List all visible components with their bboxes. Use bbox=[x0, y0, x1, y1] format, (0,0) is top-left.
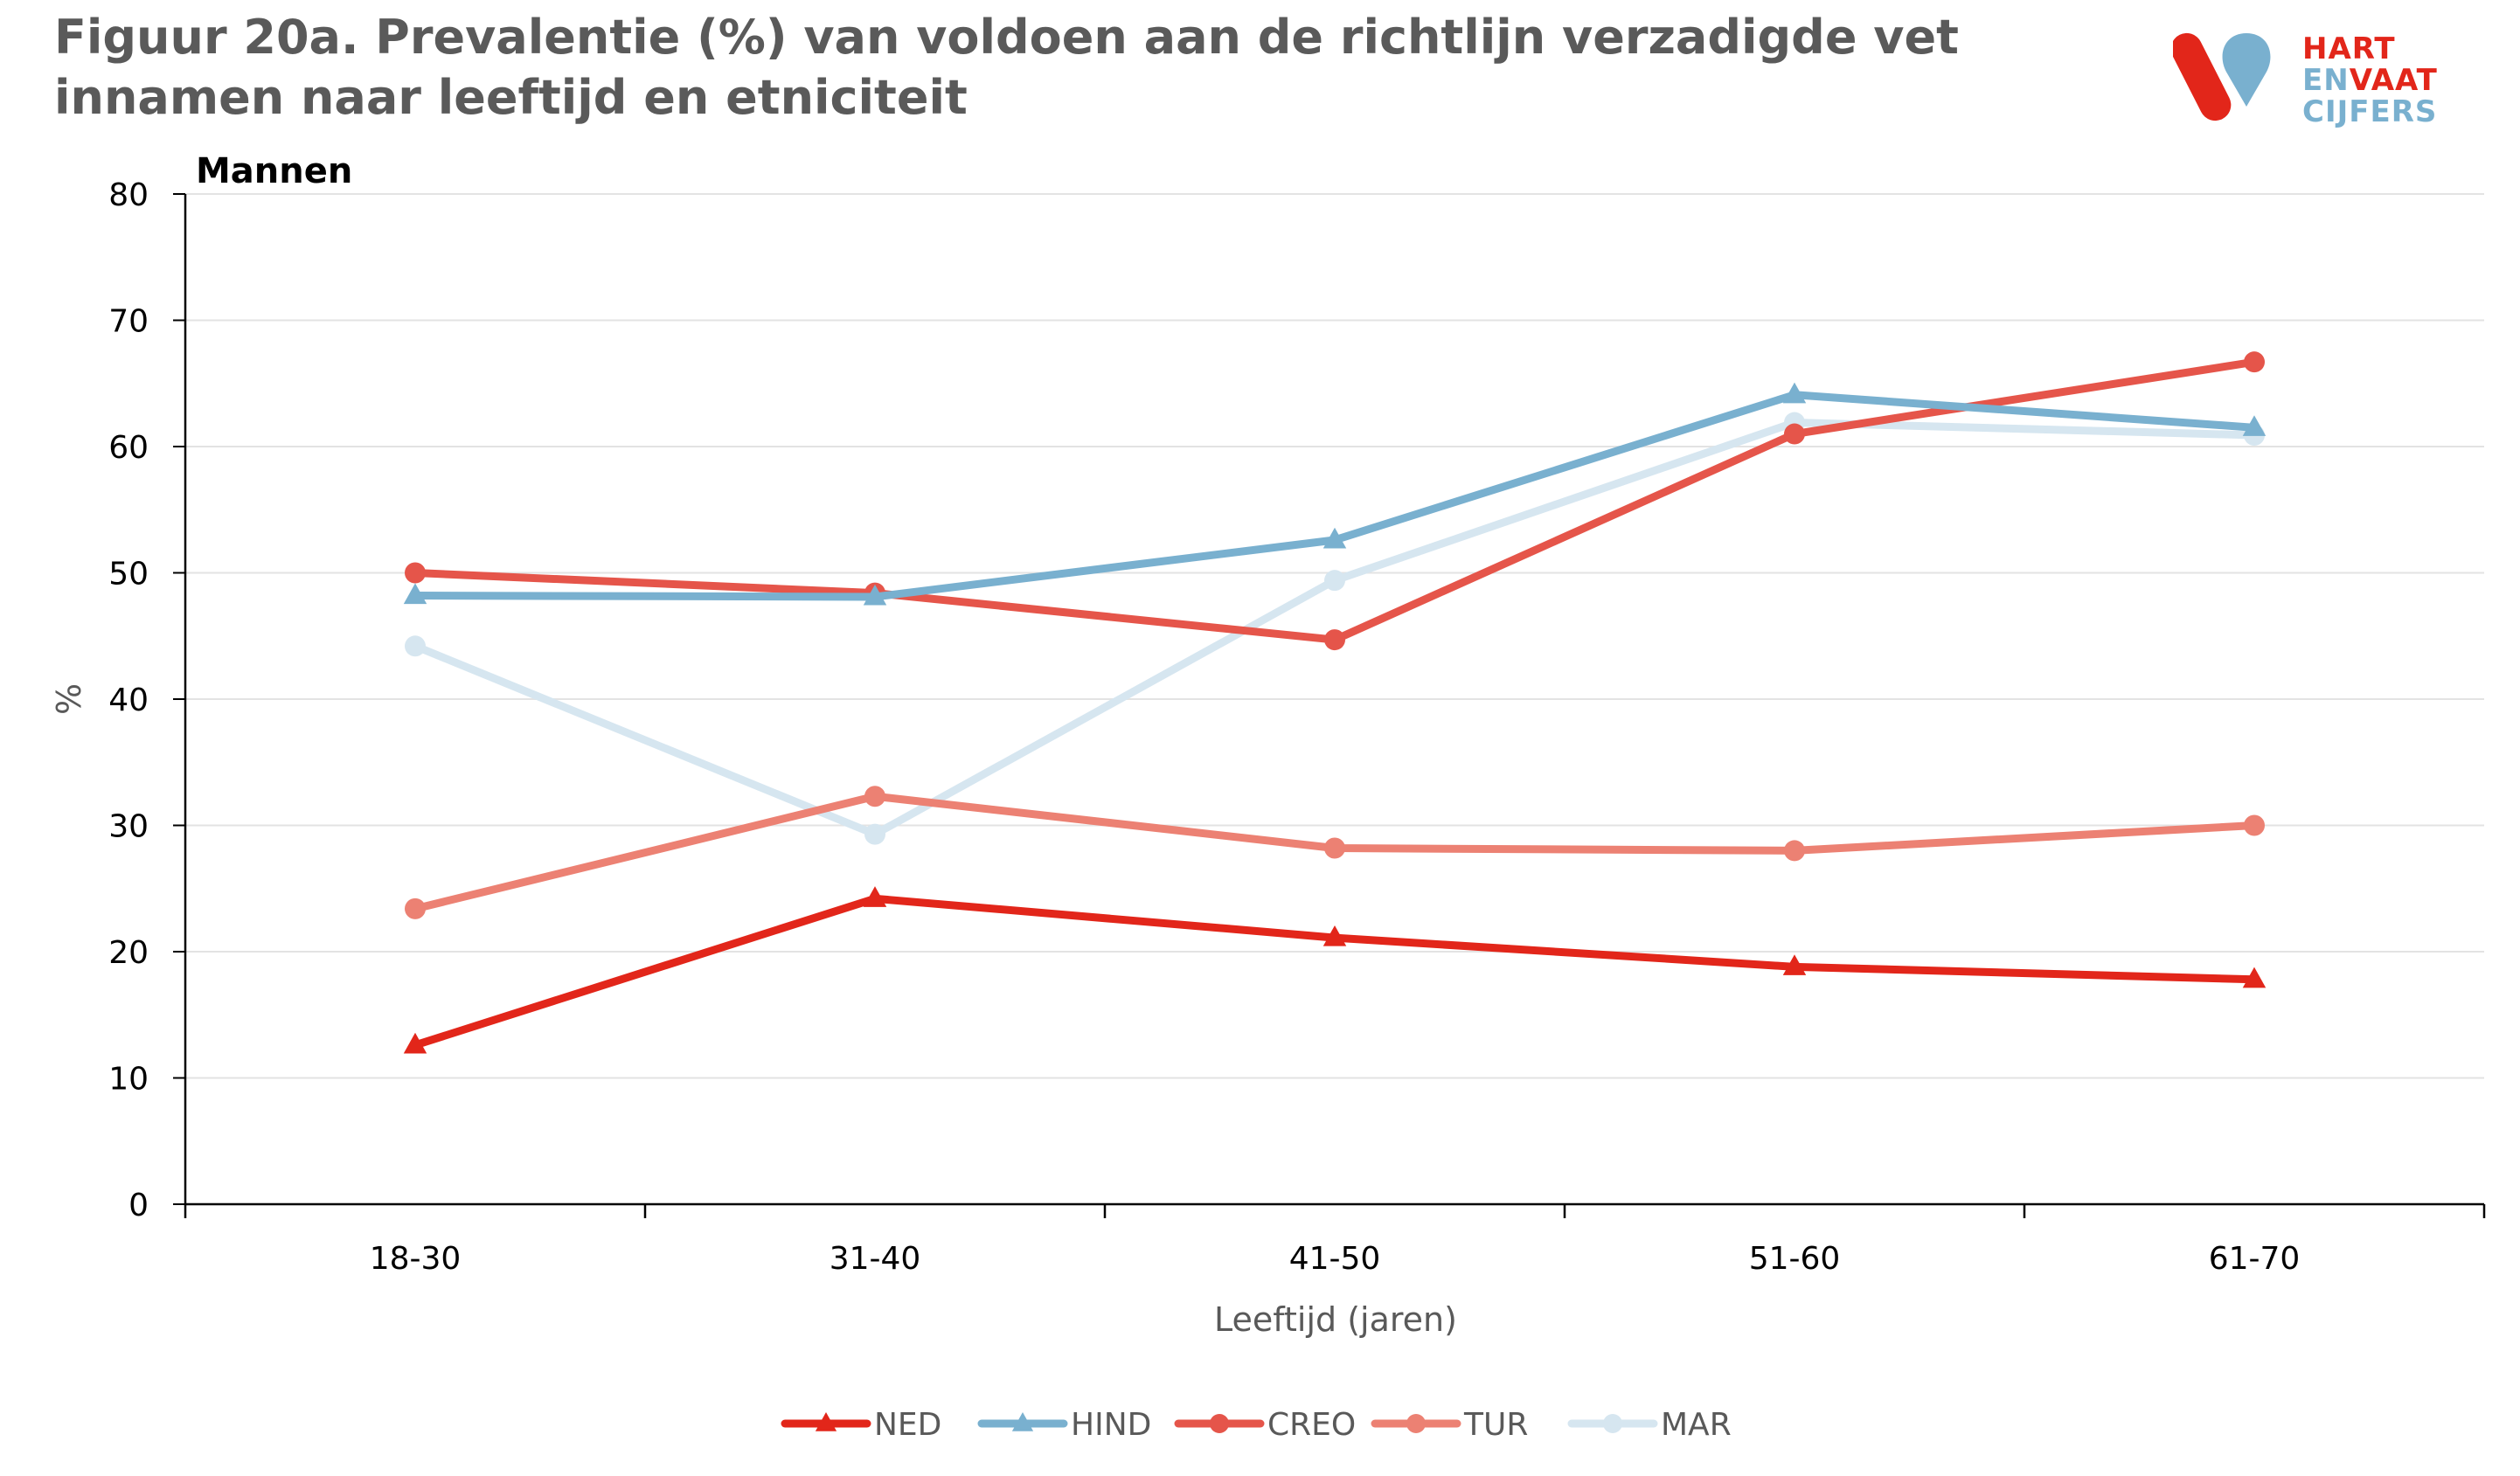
data-point bbox=[403, 1032, 427, 1054]
series-ned bbox=[403, 886, 2267, 1054]
y-tick-label: 80 bbox=[108, 177, 149, 213]
data-point bbox=[863, 584, 887, 606]
data-point bbox=[1322, 527, 1347, 549]
data-point bbox=[1324, 629, 1345, 651]
series-mar bbox=[405, 412, 2265, 845]
legend-label: CREO bbox=[1267, 1407, 1356, 1443]
logo-text-cijfers: CIJFERS bbox=[2302, 94, 2438, 129]
legend-item-creo: CREO bbox=[1174, 1407, 1356, 1443]
series-line bbox=[411, 419, 2259, 839]
legend-label: TUR bbox=[1463, 1407, 1528, 1443]
x-tick-label: 51-60 bbox=[1749, 1241, 1841, 1277]
hartenvaat-logo: HART ENVAAT CIJFERS bbox=[2170, 31, 2470, 136]
data-point bbox=[405, 897, 426, 919]
y-tick-label: 70 bbox=[108, 304, 149, 340]
legend-item-tur: TUR bbox=[1371, 1407, 1528, 1443]
y-axis-label: % bbox=[50, 683, 88, 715]
series-line bbox=[411, 894, 2259, 1050]
data-point bbox=[1322, 925, 1347, 946]
y-tick-label: 50 bbox=[108, 557, 149, 592]
series-hind bbox=[403, 382, 2267, 606]
data-point bbox=[1782, 382, 1807, 404]
logo-text-envaat: ENVAAT bbox=[2302, 63, 2438, 98]
x-axis-label: Leeftijd (jaren) bbox=[1214, 1300, 1457, 1339]
data-point bbox=[1784, 840, 1805, 862]
legend-label: MAR bbox=[1661, 1407, 1732, 1443]
series-tur bbox=[405, 786, 2265, 919]
x-tick-label: 31-40 bbox=[830, 1241, 921, 1277]
data-point bbox=[864, 823, 885, 845]
data-point bbox=[864, 786, 885, 807]
data-point bbox=[1603, 1414, 1622, 1433]
x-tick-label: 18-30 bbox=[370, 1241, 462, 1277]
data-point bbox=[1324, 570, 1345, 592]
series-lines bbox=[403, 351, 2267, 1054]
data-point bbox=[1324, 837, 1345, 859]
logo-mark-icon bbox=[2170, 32, 2271, 121]
y-tick-label: 0 bbox=[128, 1188, 149, 1223]
legend-label: HIND bbox=[1071, 1407, 1151, 1443]
data-point bbox=[2242, 967, 2267, 988]
data-point bbox=[405, 562, 426, 584]
data-point bbox=[1782, 954, 1807, 975]
legend: NED HIND CREO TUR MAR bbox=[781, 1407, 1732, 1443]
data-point bbox=[1784, 423, 1805, 445]
data-point bbox=[403, 583, 427, 605]
y-tick-label: 60 bbox=[108, 430, 149, 466]
y-tick-label: 40 bbox=[108, 683, 149, 718]
x-tick-label: 61-70 bbox=[2209, 1241, 2301, 1277]
data-point bbox=[405, 635, 426, 657]
data-point bbox=[2242, 415, 2267, 436]
legend-item-mar: MAR bbox=[1567, 1407, 1732, 1443]
panel-title: Mannen bbox=[196, 151, 352, 191]
axes: 0 10 20 30 40 50 60 70 80 18-30 31-40 41-50 51-60 61-… bbox=[108, 177, 2486, 1277]
data-point bbox=[2244, 351, 2265, 373]
logo-text-hart: HART bbox=[2302, 31, 2396, 66]
x-tick-label: 41-50 bbox=[1289, 1241, 1381, 1277]
legend-label: NED bbox=[874, 1407, 941, 1443]
data-point bbox=[2244, 814, 2265, 836]
data-point bbox=[863, 886, 887, 907]
chart-title: Figuur 20a. Prevalentie (%) van voldoen … bbox=[54, 10, 1959, 125]
y-tick-label: 30 bbox=[108, 809, 149, 845]
y-tick-label: 20 bbox=[108, 935, 149, 971]
legend-item-hind: HIND bbox=[977, 1407, 1151, 1443]
data-point bbox=[1406, 1414, 1426, 1433]
data-point bbox=[1011, 1412, 1034, 1431]
data-point bbox=[1210, 1414, 1229, 1433]
series-creo bbox=[405, 351, 2265, 651]
legend-item-ned: NED bbox=[781, 1407, 941, 1443]
y-tick-label: 10 bbox=[108, 1062, 149, 1098]
data-point bbox=[815, 1412, 837, 1431]
